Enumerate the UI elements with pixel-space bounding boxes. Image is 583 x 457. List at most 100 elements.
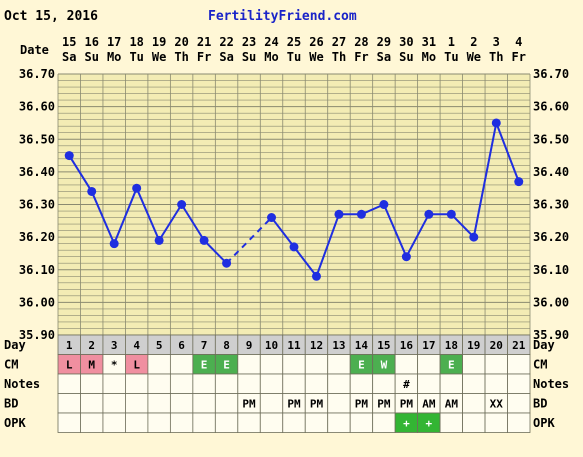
day-value: 3 [111, 339, 118, 352]
notes-cell [462, 373, 486, 394]
cm-cell [259, 354, 284, 375]
notes-cell [237, 373, 261, 394]
weekday-label: We [467, 50, 481, 64]
y-tick-label-right: 36.60 [533, 100, 569, 114]
weekday-label: Su [84, 50, 98, 64]
y-tick-label: 36.70 [19, 67, 55, 81]
temperature-point [87, 186, 97, 196]
temperature-point [132, 183, 142, 193]
temperature-point [177, 200, 187, 209]
temperature-line-segment [315, 213, 340, 277]
bd-value: PM [242, 398, 256, 411]
bd-value: PM [377, 398, 391, 411]
notes-cell [57, 373, 81, 394]
weekday-label: Th [174, 50, 188, 64]
temperature-point [514, 177, 524, 187]
date-label: 16 [84, 35, 98, 49]
notes-cell [507, 373, 531, 394]
temperature-line-segment [68, 155, 93, 192]
cm-cell [462, 354, 486, 375]
temperature-point [334, 209, 344, 219]
y-tick-label: 36.00 [19, 295, 55, 309]
weekday-label: Mo [264, 50, 278, 64]
bd-value: XX [490, 398, 504, 411]
bd-value: PM [400, 398, 414, 411]
opk-row-label-right: OPK [533, 416, 555, 430]
opk-cell [507, 412, 531, 433]
weekday-label: Mo [107, 50, 121, 64]
day-value: 12 [310, 339, 323, 352]
date-label: 30 [399, 35, 413, 49]
date-label: 27 [332, 35, 346, 49]
opk-value: + [403, 417, 410, 430]
y-tick-label: 36.40 [19, 165, 55, 179]
y-tick-label-right: 36.70 [533, 67, 569, 81]
notes-cell [439, 373, 463, 394]
day-value: 10 [265, 339, 278, 352]
y-tick-label-right: 36.20 [533, 230, 569, 244]
opk-cell [282, 412, 306, 433]
temperature-line-segment [135, 187, 161, 241]
date-label: 17 [107, 35, 121, 49]
cm-cell [507, 354, 531, 375]
notes-cell [147, 373, 171, 394]
notes-cell [125, 373, 149, 394]
date-label: 3 [493, 35, 500, 49]
date-label: 18 [129, 35, 143, 49]
weekday-label: Fr [512, 50, 526, 64]
y-tick-label: 35.90 [19, 328, 55, 342]
y-tick-label-right: 36.00 [533, 295, 569, 309]
opk-cell [102, 412, 126, 433]
cm-row-label-right: CM [533, 358, 547, 372]
date-label: 24 [264, 35, 278, 49]
day-value: 8 [223, 339, 230, 352]
cm-value: E [201, 359, 208, 372]
cm-cell [282, 354, 306, 375]
temperature-line-segment [270, 216, 295, 248]
date-label: 20 [174, 35, 188, 49]
notes-cell [102, 373, 126, 394]
notes-cell [80, 373, 104, 394]
opk-cell [462, 412, 486, 433]
y-tick-label: 36.50 [19, 132, 55, 146]
temperature-line-segment [203, 239, 228, 264]
opk-cell [439, 412, 463, 433]
temperature-point [109, 239, 119, 249]
day-value: 19 [467, 339, 480, 352]
notes-cell [417, 373, 441, 394]
cm-cell [147, 354, 171, 375]
day-value: 5 [156, 339, 163, 352]
notes-cell [304, 373, 329, 394]
date-label: 28 [354, 35, 368, 49]
notes-cell [372, 373, 396, 394]
day-value: 16 [400, 339, 414, 352]
opk-row-label: OPK [4, 416, 26, 430]
temperature-point [199, 235, 209, 245]
day-value: 1 [66, 339, 73, 352]
weekday-label: Su [242, 50, 256, 64]
temperature-point [267, 213, 277, 223]
temperature-point [222, 258, 232, 268]
day-value: 9 [246, 339, 253, 352]
temperature-point [64, 151, 74, 161]
date-label: 23 [242, 35, 256, 49]
temperature-point [356, 209, 366, 219]
date-row-label: Date [20, 43, 49, 57]
day-row-label-right: Day [533, 338, 555, 352]
temperature-point [446, 209, 456, 219]
y-tick-label-right: 35.90 [533, 328, 569, 342]
temperature-line-segment [450, 213, 475, 238]
cm-cell [304, 354, 329, 375]
date-label: 31 [422, 35, 436, 49]
temperature-line-segment [472, 122, 498, 238]
date-label: 22 [219, 35, 233, 49]
y-tick-label: 36.20 [19, 230, 55, 244]
notes-row-label: Notes [4, 377, 40, 391]
notes-row-label-right: Notes [533, 377, 569, 391]
cm-cell [327, 354, 351, 375]
chart-date: Oct 15, 2016 [4, 9, 98, 24]
notes-cell [484, 373, 508, 394]
cm-value: M [88, 359, 95, 372]
cm-value: W [381, 359, 388, 372]
date-label: 29 [377, 35, 391, 49]
